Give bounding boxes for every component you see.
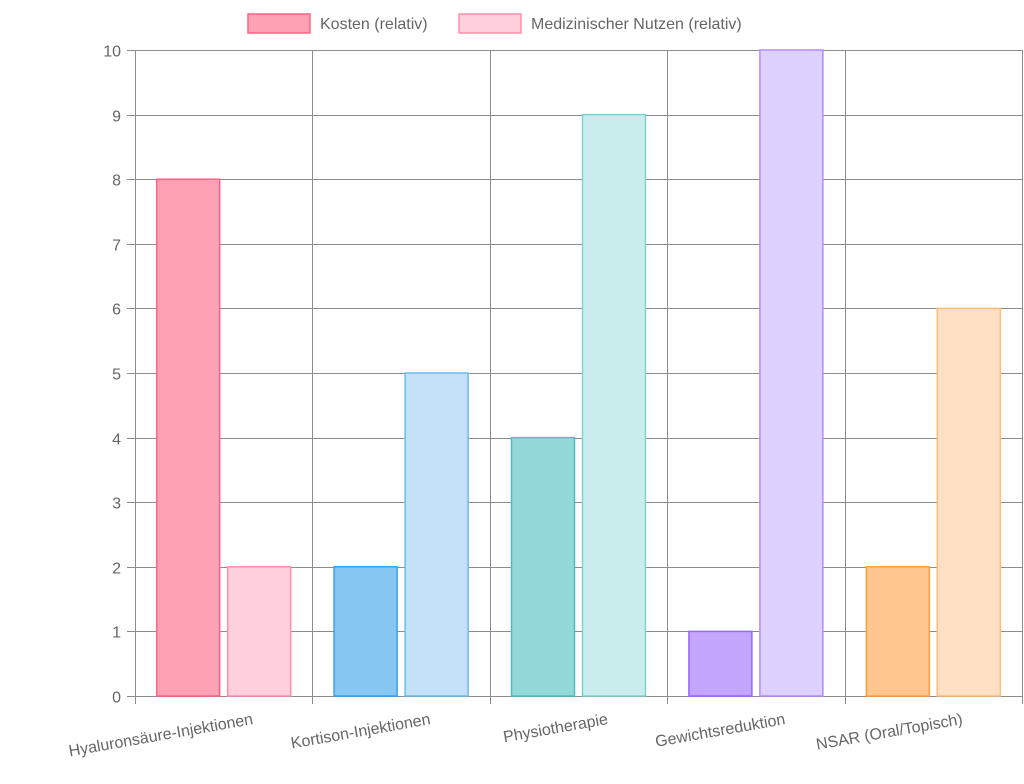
bar-kosten-1[interactable]: [333, 566, 398, 697]
x-category-label: Hyaluronsäure-Injektionen: [67, 711, 254, 760]
legend-swatch: [247, 13, 311, 34]
bars-layer: [155, 49, 1002, 697]
bar-kosten-4[interactable]: [865, 566, 931, 697]
bar-kosten-2[interactable]: [510, 436, 576, 697]
x-category-label: Kortison-Injektionen: [290, 711, 432, 752]
legend-swatch: [458, 13, 522, 34]
bar-nutzen-4[interactable]: [936, 307, 1002, 697]
y-tick-label: 4: [112, 432, 121, 449]
bar-nutzen-3[interactable]: [759, 49, 824, 697]
bar-kosten-3[interactable]: [688, 630, 753, 697]
y-tick-label: 1: [112, 625, 121, 642]
y-tick-label: 9: [112, 109, 121, 126]
legend-label: Kosten (relativ): [320, 16, 428, 33]
y-tick-label: 8: [112, 173, 121, 190]
legend[interactable]: Kosten (relativ) Medizinischer Nutzen (re…: [247, 13, 742, 34]
bar-nutzen-2[interactable]: [581, 113, 647, 697]
y-tick-label: 2: [112, 561, 121, 578]
y-tick-label: 0: [112, 690, 121, 707]
y-tick-label: 7: [112, 238, 121, 255]
y-tick-label: 3: [112, 496, 121, 513]
legend-item-nutzen[interactable]: Medizinischer Nutzen (relativ): [458, 13, 742, 34]
legend-label: Medizinischer Nutzen (relativ): [531, 16, 742, 33]
y-tick-label: 6: [112, 302, 121, 319]
bar-nutzen-0[interactable]: [226, 566, 292, 697]
y-tick-label: 5: [112, 367, 121, 384]
y-tick-label: 10: [103, 44, 121, 61]
legend-item-kosten[interactable]: Kosten (relativ): [247, 13, 428, 34]
x-category-label: NSAR (Oral/Topisch): [815, 711, 964, 754]
bar-kosten-0[interactable]: [155, 178, 221, 697]
bar-nutzen-1[interactable]: [404, 372, 469, 697]
x-category-label: Gewichtsreduktion: [654, 711, 787, 751]
x-category-label: Physiotherapie: [502, 711, 609, 746]
